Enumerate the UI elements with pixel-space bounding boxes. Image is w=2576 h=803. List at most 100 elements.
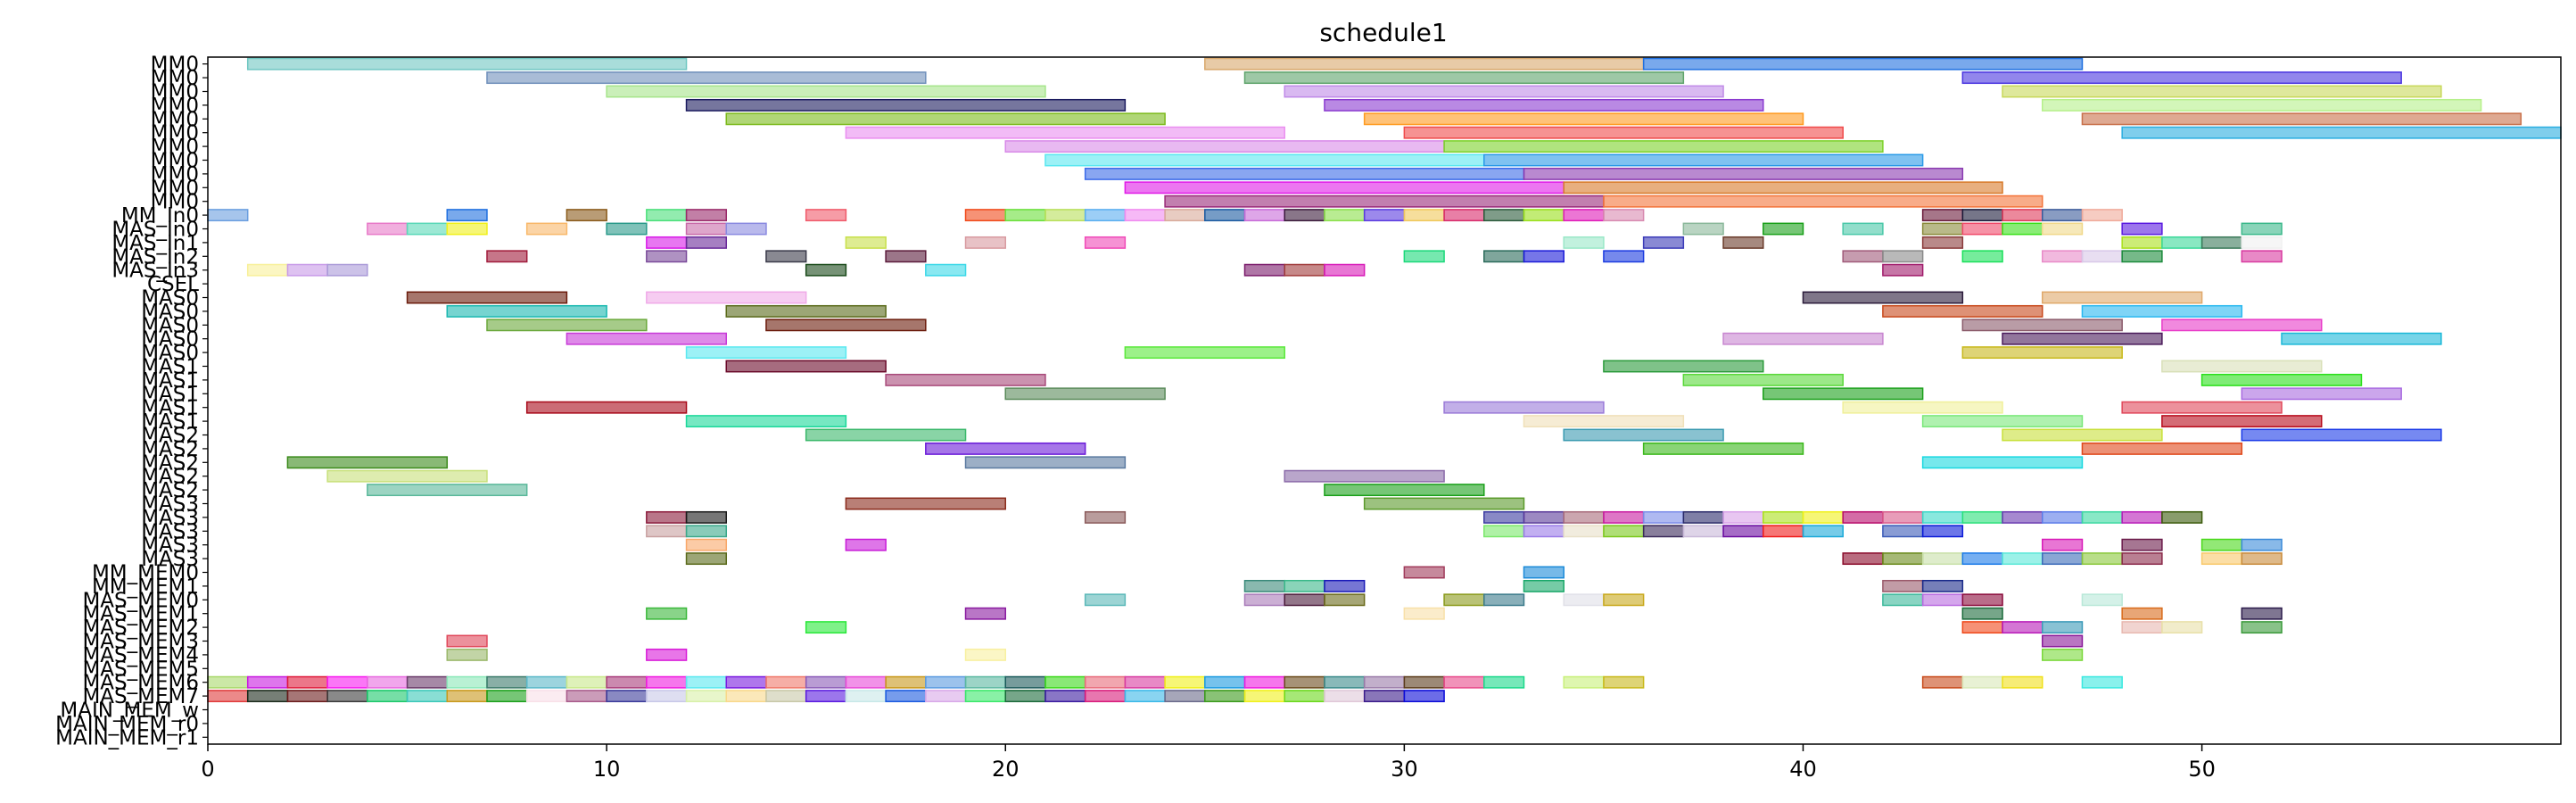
schedule-bar: [1563, 510, 1605, 524]
schedule-bar: [486, 675, 528, 689]
schedule-bar: [1722, 236, 1764, 249]
schedule-bar: [2121, 552, 2163, 566]
row-label: MM_MEM0: [92, 562, 199, 585]
schedule-bar: [566, 332, 728, 345]
schedule-bar: [2081, 675, 2123, 689]
schedule-bar: [1763, 525, 1804, 538]
schedule-bar: [1363, 497, 1525, 510]
schedule-bar: [1284, 690, 1325, 703]
schedule-bar: [1084, 510, 1127, 524]
schedule-bar: [566, 209, 607, 222]
row-label: MM_MEM1: [92, 575, 199, 599]
schedule-bar: [446, 304, 607, 318]
schedule-bar: [1882, 525, 1924, 538]
schedule-bar: [1483, 675, 1525, 689]
row-label: MAS0: [141, 314, 199, 337]
schedule-bar: [1483, 510, 1525, 524]
schedule-bar: [486, 690, 528, 703]
schedule-bar: [1961, 222, 2003, 236]
schedule-bar: [2041, 250, 2084, 263]
schedule-bar: [1961, 71, 2402, 85]
schedule-bar: [1842, 510, 1884, 524]
schedule-bar: [1961, 319, 2123, 332]
schedule-bar: [446, 675, 488, 689]
schedule-bar: [725, 304, 887, 318]
row-label: MAS1: [141, 397, 199, 420]
schedule-bar: [606, 675, 648, 689]
schedule-bar: [1324, 593, 1366, 607]
schedule-bar: [2041, 634, 2084, 648]
schedule-bar: [2002, 209, 2043, 222]
schedule-bar: [2200, 552, 2243, 566]
row-label: MAS1: [141, 369, 199, 393]
schedule-bar: [606, 690, 648, 703]
schedule-bar: [2200, 538, 2243, 551]
schedule-bar: [326, 263, 368, 277]
row-label: MAS_MEM2: [82, 617, 199, 640]
schedule-bar: [606, 85, 1046, 98]
schedule-bar: [1763, 510, 1804, 524]
schedule-bar: [525, 675, 568, 689]
schedule-bar: [1603, 209, 1645, 222]
schedule-bar: [646, 510, 688, 524]
schedule-bar: [2081, 442, 2243, 455]
schedule-bar: [1084, 593, 1127, 607]
row-label: MAS_MEM3: [82, 631, 199, 654]
schedule-bar: [1882, 593, 1924, 607]
schedule-bar: [246, 675, 289, 689]
schedule-bar: [326, 469, 488, 483]
row-label: MAS3: [141, 493, 199, 517]
schedule-bar: [1204, 209, 1246, 222]
schedule-bar: [1882, 579, 1924, 592]
schedule-bar: [1044, 209, 1086, 222]
schedule-bar: [805, 428, 967, 442]
schedule-bar: [1842, 222, 1884, 236]
schedule-bar: [1403, 566, 1445, 579]
schedule-bar: [446, 209, 488, 222]
row-label: MM0: [151, 108, 199, 131]
schedule-bar: [1921, 456, 2084, 469]
schedule-bar: [765, 690, 807, 703]
schedule-bar: [1921, 675, 1964, 689]
schedule-bar: [1563, 209, 1605, 222]
schedule-bar: [2241, 607, 2283, 620]
schedule-bar: [246, 263, 289, 277]
schedule-bar: [1483, 593, 1525, 607]
schedule-bar: [1882, 510, 1924, 524]
schedule-bar: [2081, 552, 2123, 566]
row-label: MAS3: [141, 534, 199, 558]
schedule-bar: [1243, 263, 1285, 277]
schedule-bar: [725, 360, 887, 373]
x-tick-label: 10: [593, 757, 621, 782]
schedule-bar: [2041, 510, 2084, 524]
schedule-bar: [1682, 525, 1724, 538]
schedule-bar: [1044, 153, 1485, 167]
schedule-bar: [964, 648, 1006, 661]
schedule-bar: [2121, 607, 2163, 620]
schedule-bar: [486, 319, 648, 332]
schedule-bar: [286, 675, 328, 689]
schedule-bar: [1324, 484, 1485, 497]
schedule-bar: [1603, 195, 2043, 208]
schedule-bar: [1324, 579, 1366, 592]
schedule-bar: [1882, 552, 1924, 566]
schedule-bar: [1961, 593, 2003, 607]
row-label: MAS_MEM7: [82, 685, 199, 708]
row-label: MAS0: [141, 287, 199, 310]
schedule-bar: [646, 607, 688, 620]
schedule-bar: [646, 291, 807, 304]
schedule-bar: [1523, 415, 1685, 428]
schedule-bar: [1363, 690, 1406, 703]
row-label: MM_In0: [121, 204, 199, 228]
schedule-bar: [1004, 209, 1046, 222]
schedule-bar: [1842, 401, 2003, 414]
schedule-bar: [685, 510, 728, 524]
schedule-bar: [1204, 57, 1645, 70]
schedule-bar: [2121, 538, 2163, 551]
schedule-bar: [1483, 153, 1924, 167]
schedule-bar: [2041, 291, 2203, 304]
schedule-bar: [1483, 525, 1525, 538]
schedule-bar: [685, 690, 728, 703]
schedule-bar: [1961, 621, 2003, 634]
schedule-bar: [1443, 401, 1605, 414]
